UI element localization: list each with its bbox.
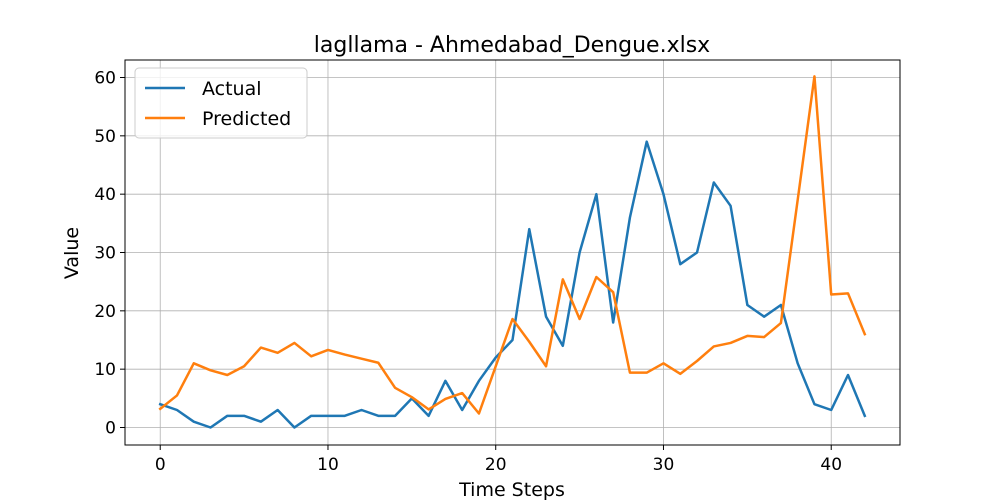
legend: Actual Predicted: [134, 67, 308, 139]
x-tick-label-0: 0: [155, 455, 166, 475]
legend-box: [134, 67, 308, 139]
y-tick-label-10: 10: [94, 360, 116, 380]
series-line-actual: [158, 140, 867, 429]
y-tick-label-40: 40: [94, 185, 116, 205]
y-axis-label: Value: [61, 227, 83, 279]
chart-title: lagllama - Ahmedabad_Dengue.xlsx: [314, 33, 710, 58]
y-tick-label-60: 60: [94, 69, 116, 89]
y-tick-label-30: 30: [94, 244, 116, 264]
y-axis: 0 10 20 30 40 50 60: [94, 69, 125, 439]
y-tick-label-20: 20: [94, 302, 116, 322]
x-axis-label: Time Steps: [458, 479, 565, 500]
legend-label-actual: Actual: [202, 78, 262, 100]
x-tick-label-20: 20: [485, 455, 507, 475]
x-tick-label-40: 40: [820, 455, 842, 475]
y-tick-label-50: 50: [94, 127, 116, 147]
y-tick-label-0: 0: [105, 419, 116, 439]
x-axis: 0 10 20 30 40: [155, 445, 842, 475]
x-tick-label-10: 10: [317, 455, 339, 475]
x-tick-label-30: 30: [653, 455, 675, 475]
series-line-predicted: [158, 75, 867, 415]
series-layer: [158, 75, 867, 429]
legend-label-predicted: Predicted: [202, 108, 291, 130]
